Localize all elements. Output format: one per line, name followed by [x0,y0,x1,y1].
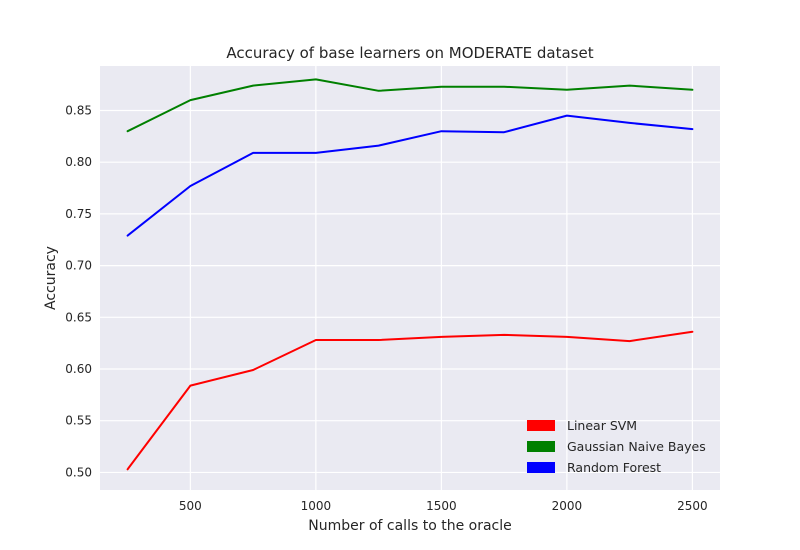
chart-title: Accuracy of base learners on MODERATE da… [226,44,593,62]
legend-label: Gaussian Naive Bayes [567,439,706,454]
series-line-random-forest [126,114,694,237]
legend: Linear SVM Gaussian Naive Bayes Random For… [527,418,706,475]
y-tick-label: 0.50 [65,465,92,479]
x-tick-label: 2500 [677,499,708,513]
legend-swatch-linear-svm [527,420,555,431]
x-tick-label: 1000 [301,499,332,513]
x-axis-label: Number of calls to the oracle [308,518,511,534]
y-tick-label: 0.55 [65,414,92,428]
series-line-linear-svm [126,330,694,471]
x-tick-labels: 500 1000 1500 2000 2500 [179,499,708,513]
plot-area [100,66,720,490]
y-tick-label: 0.85 [65,103,92,117]
y-tick-labels: 0.50 0.55 0.60 0.65 0.70 0.75 0.80 0.85 [65,103,92,479]
legend-swatch-gaussian-naive-bayes [527,441,555,452]
legend-swatch-random-forest [527,462,555,473]
y-tick-label: 0.60 [65,362,92,376]
y-tick-label: 0.80 [65,155,92,169]
y-axis-label: Accuracy [43,246,59,310]
grid-lines [100,66,720,490]
y-tick-label: 0.65 [65,310,92,324]
x-tick-label: 2000 [552,499,583,513]
series-line-gaussian-naive-bayes [126,78,694,133]
legend-label: Linear SVM [567,418,637,433]
y-tick-label: 0.75 [65,207,92,221]
x-tick-label: 500 [179,499,202,513]
legend-label: Random Forest [567,460,661,475]
y-tick-label: 0.70 [65,259,92,273]
series-lines [126,78,694,471]
x-tick-label: 1500 [426,499,457,513]
